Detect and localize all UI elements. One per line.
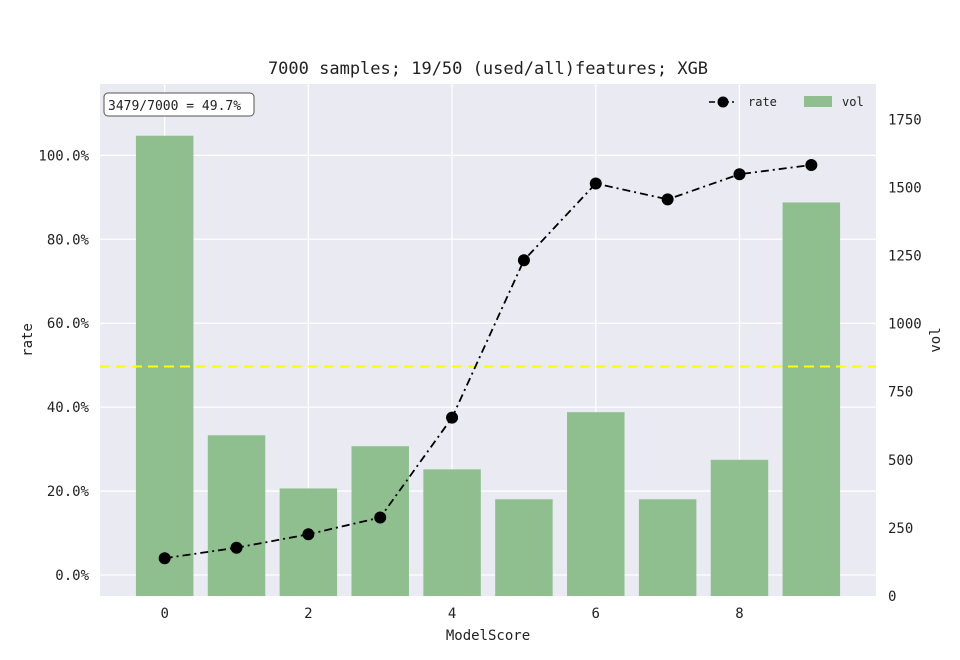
right-axis-label: vol (928, 327, 944, 352)
legend-vol-label: vol (842, 95, 864, 109)
chart-title: 7000 samples; 19/50 (used/all)features; … (268, 59, 708, 79)
vol-bar (279, 488, 338, 596)
rate-point (733, 168, 746, 181)
right-tick-label: 0 (888, 589, 896, 605)
rate-point (446, 411, 459, 424)
right-tick-label: 750 (888, 385, 913, 401)
x-tick-label: 6 (592, 606, 600, 622)
legend-vol-swatch (804, 96, 832, 107)
rate-point (158, 552, 171, 565)
rate-line (164, 164, 812, 560)
left-tick-label: 80.0% (47, 232, 90, 248)
x-tick-label: 4 (448, 606, 456, 622)
right-tick-label: 1750 (888, 112, 922, 128)
rate-point (374, 511, 387, 524)
x-axis-label: ModelScore (446, 628, 530, 644)
grid (100, 84, 876, 596)
x-tick-label: 2 (304, 606, 312, 622)
legend: rate vol (709, 95, 864, 109)
annotation-box (103, 92, 255, 117)
right-tick-label: 500 (888, 453, 913, 469)
right-tick-label: 1500 (888, 180, 922, 196)
left-tick-label: 20.0% (47, 484, 90, 500)
right-tick-label: 250 (888, 521, 913, 537)
rate-point (805, 158, 818, 171)
legend-rate-label: rate (748, 95, 777, 109)
rate-point (517, 254, 530, 267)
vol-bar (495, 499, 553, 596)
legend-rate-marker (717, 96, 729, 108)
rate-point (661, 193, 674, 206)
x-tick-label: 8 (735, 606, 743, 622)
left-tick-label: 0.0% (55, 568, 89, 584)
x-tick-label: 0 (160, 606, 168, 622)
right-tick-label: 1000 (888, 317, 922, 333)
rate-point (230, 541, 243, 554)
vol-bar (567, 412, 625, 596)
vol-bar (423, 469, 481, 596)
left-tick-label: 60.0% (47, 316, 90, 332)
summary-annotation: 3479/7000 = 49.7% (103, 92, 255, 117)
left-tick-label: 100.0% (38, 148, 89, 164)
vol-bar (782, 202, 841, 596)
rate-series (158, 158, 818, 565)
vol-bar (207, 435, 266, 596)
rate-point (589, 177, 602, 190)
left-axis-ticks: 0.0% 20.0% 40.0% 60.0% 80.0% 100.0% (38, 148, 89, 584)
right-axis-ticks: 0 250 500 750 1000 1250 1500 1750 (888, 112, 922, 605)
annotation-text: 3479/7000 = 49.7% (108, 99, 241, 114)
left-tick-label: 40.0% (47, 400, 90, 416)
vol-bar (638, 499, 697, 596)
vol-bar (710, 459, 769, 596)
right-tick-label: 1250 (888, 249, 922, 265)
left-axis-label: rate (20, 323, 36, 357)
rate-point (302, 528, 315, 541)
x-axis-ticks: 0 2 4 6 8 (160, 606, 743, 622)
